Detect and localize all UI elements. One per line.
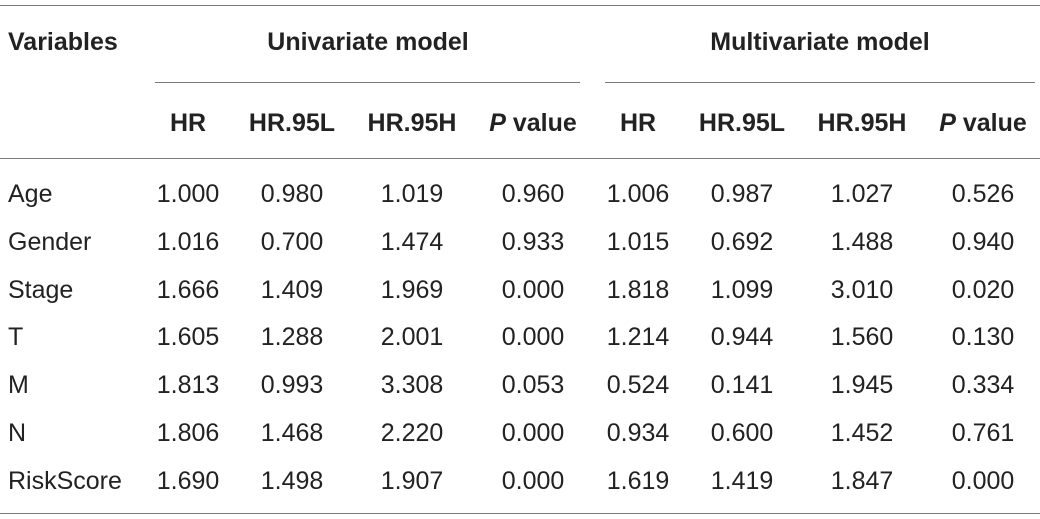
table-cell: 0.993 [260,371,324,399]
table-cell: 1.214 [606,323,670,351]
table-cell: 1.019 [380,180,444,208]
row-label: Gender [8,228,92,256]
table-cell: 1.006 [606,180,670,208]
table-cell: 1.488 [830,228,894,256]
table-cell: 1.619 [606,467,670,495]
table-cell: 0.933 [501,228,565,256]
header-rule [0,158,1040,159]
table-cell: 1.288 [260,323,324,351]
table-cell: 3.308 [380,371,444,399]
table-cell: 0.000 [501,276,565,304]
multivariate-rule [605,82,1035,83]
table-cell: 1.099 [710,276,774,304]
table-cell: 0.980 [260,180,324,208]
top-rule [0,5,1040,6]
multivariate-header: Multivariate model [710,28,930,56]
table-cell: 0.000 [501,323,565,351]
table-cell: 0.000 [951,467,1015,495]
table-cell: 1.847 [830,467,894,495]
table-cell: 1.016 [156,228,220,256]
table-cell: 0.526 [951,180,1015,208]
table-cell: 0.053 [501,371,565,399]
row-label: Stage [8,276,74,304]
col-header-multi-hr95l: HR.95L [698,109,786,137]
row-label: N [8,419,27,447]
table-cell: 1.000 [156,180,220,208]
table-cell: 1.907 [380,467,444,495]
p-letter: P [939,109,956,137]
table-cell: 0.940 [951,228,1015,256]
table-cell: 0.141 [710,371,774,399]
univariate-rule [155,82,580,83]
table-cell: 0.020 [951,276,1015,304]
value-word: value [955,109,1027,137]
table-cell: 0.000 [501,467,565,495]
table-cell: 0.524 [606,371,670,399]
table-cell: 0.944 [710,323,774,351]
table-cell: 1.419 [710,467,774,495]
col-header-uni-hr: HR [169,109,207,137]
table-cell: 1.605 [156,323,220,351]
col-header-uni-pvalue: P value [489,108,577,138]
table-cell: 0.761 [951,419,1015,447]
row-label: T [8,323,24,351]
table-cell: 1.806 [156,419,220,447]
col-header-uni-hr95l: HR.95L [248,109,336,137]
col-header-multi-hr: HR [619,109,657,137]
table-cell: 0.960 [501,180,565,208]
row-label: Age [8,180,53,208]
table-cell: 1.818 [606,276,670,304]
table-cell: 1.474 [380,228,444,256]
table-cell: 1.498 [260,467,324,495]
table-cell: 0.600 [710,419,774,447]
table-cell: 3.010 [830,276,894,304]
table-cell: 0.334 [951,371,1015,399]
p-letter: P [489,109,506,137]
table-cell: 1.969 [380,276,444,304]
col-header-multi-pvalue: P value [939,108,1027,138]
table-cell: 1.452 [830,419,894,447]
table-cell: 1.813 [156,371,220,399]
bottom-rule [0,513,1040,514]
table-cell: 2.220 [380,419,444,447]
row-label: M [8,371,29,399]
table-cell: 1.690 [156,467,220,495]
table-cell: 0.130 [951,323,1015,351]
table-cell: 1.409 [260,276,324,304]
table-cell: 0.000 [501,419,565,447]
table-cell: 0.987 [710,180,774,208]
table-cell: 1.468 [260,419,324,447]
table-cell: 0.692 [710,228,774,256]
table-cell: 1.945 [830,371,894,399]
table-cell: 0.700 [260,228,324,256]
col-header-multi-hr95h: HR.95H [817,109,907,137]
table-cell: 1.666 [156,276,220,304]
table-cell: 1.015 [606,228,670,256]
univariate-header: Univariate model [267,28,469,56]
table-cell: 1.560 [830,323,894,351]
table-cell: 0.934 [606,419,670,447]
col-header-uni-hr95h: HR.95H [367,109,457,137]
table-cell: 2.001 [380,323,444,351]
row-label: RiskScore [8,467,122,495]
table-cell: 1.027 [830,180,894,208]
variables-header: Variables [8,28,118,56]
value-word: value [505,109,577,137]
